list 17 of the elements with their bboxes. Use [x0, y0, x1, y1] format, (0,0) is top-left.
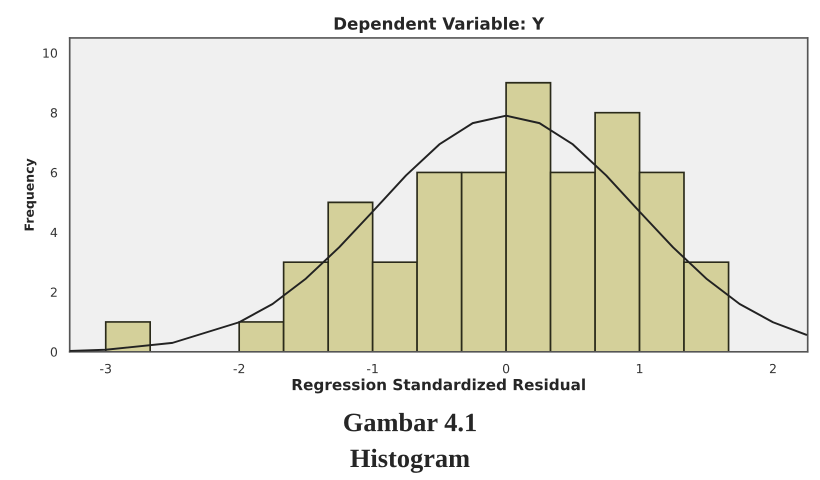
x-axis-title: Regression Standardized Residual — [292, 378, 585, 394]
x-tick-label: -2 — [234, 364, 244, 374]
x-tick-label: 0 — [502, 364, 510, 374]
y-tick-label: 8 — [50, 108, 58, 118]
y-axis-title: Frequency — [24, 158, 36, 230]
y-tick-label: 6 — [50, 168, 58, 178]
x-tick-label: 1 — [636, 364, 642, 374]
x-tick-label: -1 — [367, 364, 378, 374]
y-tick-label: 2 — [50, 288, 57, 297]
x-tick-label: 2 — [770, 364, 776, 374]
y-tick-label: 4 — [50, 228, 58, 237]
text: Histogram — [350, 448, 470, 473]
text: Gambar 4.1 — [344, 412, 476, 432]
chart-title: Dependent Variable: Y — [334, 16, 544, 34]
y-tick-label: 0 — [50, 347, 58, 357]
y-tick-label: 10 — [43, 48, 58, 58]
x-tick-label: -3 — [100, 364, 111, 374]
